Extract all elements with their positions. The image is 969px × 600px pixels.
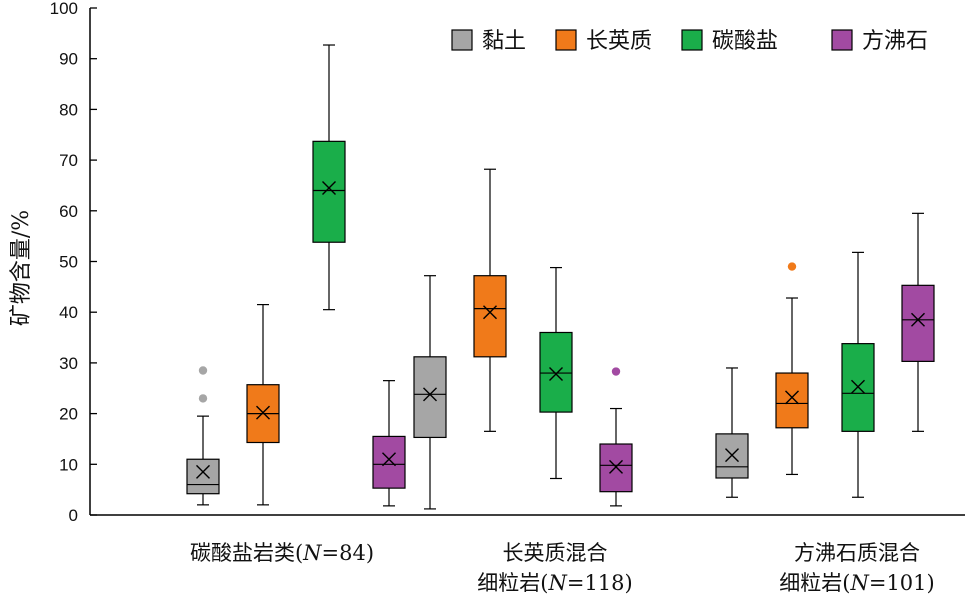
y-tick-label: 0 bbox=[69, 506, 78, 525]
box-2-1 bbox=[539, 266, 573, 480]
axes: 0 10 20 30 40 50 60 70 80 90 100 bbox=[50, 0, 965, 525]
mean-marker bbox=[322, 180, 336, 195]
outlier-point bbox=[198, 366, 208, 375]
box-2-0 bbox=[312, 44, 346, 311]
box-iqr bbox=[372, 435, 406, 489]
mean-marker bbox=[725, 448, 739, 463]
legend: 黏土 长英质 碳酸盐 方沸石 bbox=[451, 29, 928, 54]
legend-swatch bbox=[831, 29, 853, 51]
mean-marker bbox=[785, 390, 799, 405]
mean-marker bbox=[911, 312, 925, 327]
box-iqr bbox=[186, 458, 220, 495]
box-2-2 bbox=[841, 251, 875, 498]
y-tick-label: 20 bbox=[59, 405, 78, 424]
mean-marker bbox=[196, 464, 210, 479]
y-tick-label: 80 bbox=[59, 100, 78, 119]
y-tick-label: 100 bbox=[50, 0, 78, 18]
y-tick-label: 50 bbox=[59, 253, 78, 272]
box-1-1 bbox=[473, 168, 507, 432]
y-tick-label: 60 bbox=[59, 202, 78, 221]
mean-marker bbox=[851, 379, 865, 394]
legend-label: 碳酸盐 bbox=[712, 29, 778, 54]
box-3-2 bbox=[901, 212, 935, 432]
outlier-point bbox=[611, 367, 621, 376]
box-0-1 bbox=[413, 275, 447, 510]
box-iqr bbox=[473, 275, 507, 358]
mean-marker bbox=[483, 305, 497, 320]
mean-marker bbox=[609, 459, 623, 474]
legend-label: 长英质 bbox=[586, 29, 652, 54]
legend-label: 方沸石 bbox=[862, 29, 928, 54]
box-1-0 bbox=[246, 303, 280, 506]
box-0-0 bbox=[186, 366, 220, 506]
mean-marker bbox=[256, 405, 270, 420]
category-label: 细粒岩(N=101) bbox=[779, 571, 934, 595]
y-axis-label: 矿物含量/% bbox=[9, 210, 34, 326]
y-tick-label: 40 bbox=[59, 303, 78, 322]
box-3-1 bbox=[599, 367, 633, 507]
mean-marker bbox=[423, 387, 437, 402]
box-iqr bbox=[312, 140, 346, 243]
y-tick-label: 10 bbox=[59, 455, 78, 474]
box-iqr bbox=[539, 331, 573, 413]
y-tick-label: 70 bbox=[59, 151, 78, 170]
box-iqr bbox=[775, 372, 809, 429]
box-3-0 bbox=[372, 380, 406, 507]
box-groups bbox=[186, 44, 935, 510]
box-0-2 bbox=[715, 367, 749, 498]
category-label: 碳酸盐岩类(N=84) bbox=[190, 541, 374, 565]
mean-marker bbox=[382, 452, 396, 467]
mean-marker bbox=[549, 367, 563, 382]
category-label: 方沸石质混合 bbox=[794, 541, 920, 565]
legend-swatch bbox=[451, 29, 473, 51]
box-iqr bbox=[599, 443, 633, 493]
box-iqr bbox=[413, 356, 447, 439]
legend-swatch bbox=[555, 29, 577, 51]
legend-label: 黏土 bbox=[482, 29, 526, 54]
legend-swatch bbox=[681, 29, 703, 51]
box-1-2 bbox=[775, 262, 809, 476]
y-tick-label: 30 bbox=[59, 354, 78, 373]
category-label: 细粒岩(N=118) bbox=[477, 571, 632, 595]
outlier-point bbox=[198, 394, 208, 403]
category-label: 长英质混合 bbox=[503, 541, 608, 565]
box-iqr bbox=[901, 284, 935, 362]
y-tick-label: 90 bbox=[59, 50, 78, 69]
outlier-point bbox=[787, 262, 797, 271]
